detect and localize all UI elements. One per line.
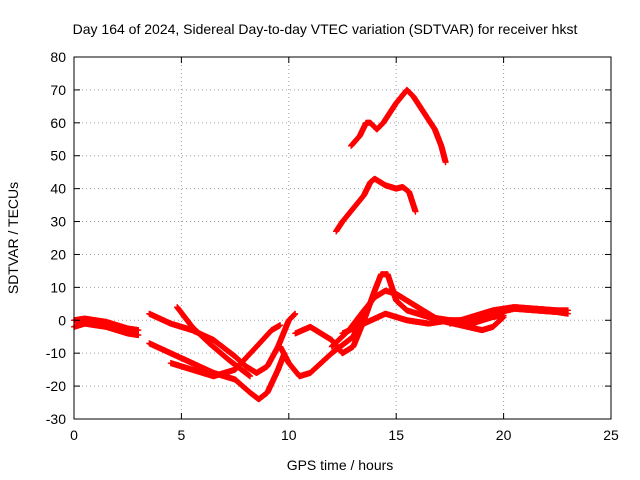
- series-arc-d: [167, 322, 284, 380]
- series-upper-arc-1: [333, 175, 419, 235]
- y-tick-label: -20: [46, 378, 66, 394]
- x-tick-label: 0: [70, 427, 78, 443]
- series-upper-arc-2: [348, 86, 449, 166]
- x-tick-label: 5: [178, 427, 186, 443]
- y-tick-label: 0: [58, 312, 66, 328]
- y-tick-label: 20: [50, 246, 66, 262]
- series-arc-b: [146, 340, 288, 403]
- y-tick-label: 40: [50, 181, 66, 197]
- y-axis-label: SDTVAR / TECUs: [5, 182, 21, 294]
- data-point: [135, 327, 142, 334]
- axis-ticks: 0 5 10 15 20 25 -30 -20 -10 0 10 20 30 40 50 60 70 80: [46, 49, 619, 443]
- x-axis-label: GPS time / hours: [287, 457, 394, 473]
- data-point: [277, 322, 284, 329]
- plot-frame: [73, 56, 612, 420]
- series-arc-a: [146, 310, 299, 376]
- y-tick-label: 80: [50, 49, 66, 65]
- chart-title: Day 164 of 2024, Sidereal Day-to-day VTE…: [73, 21, 578, 37]
- x-tick-label: 10: [281, 427, 297, 443]
- y-tick-label: 50: [50, 148, 66, 164]
- data-point: [247, 373, 254, 380]
- series-baseline-high: [71, 315, 142, 334]
- grid: [74, 57, 611, 419]
- y-tick-label: -10: [46, 345, 66, 361]
- y-tick-label: 70: [50, 82, 66, 98]
- data-points: [71, 86, 571, 403]
- x-tick-label: 15: [388, 427, 404, 443]
- y-tick-label: 60: [50, 115, 66, 131]
- x-tick-label: 25: [603, 427, 619, 443]
- data-point: [292, 310, 299, 317]
- x-tick-label: 20: [496, 427, 512, 443]
- y-tick-label: -30: [46, 411, 66, 427]
- y-tick-label: 10: [50, 279, 66, 295]
- y-tick-label: 30: [50, 214, 66, 230]
